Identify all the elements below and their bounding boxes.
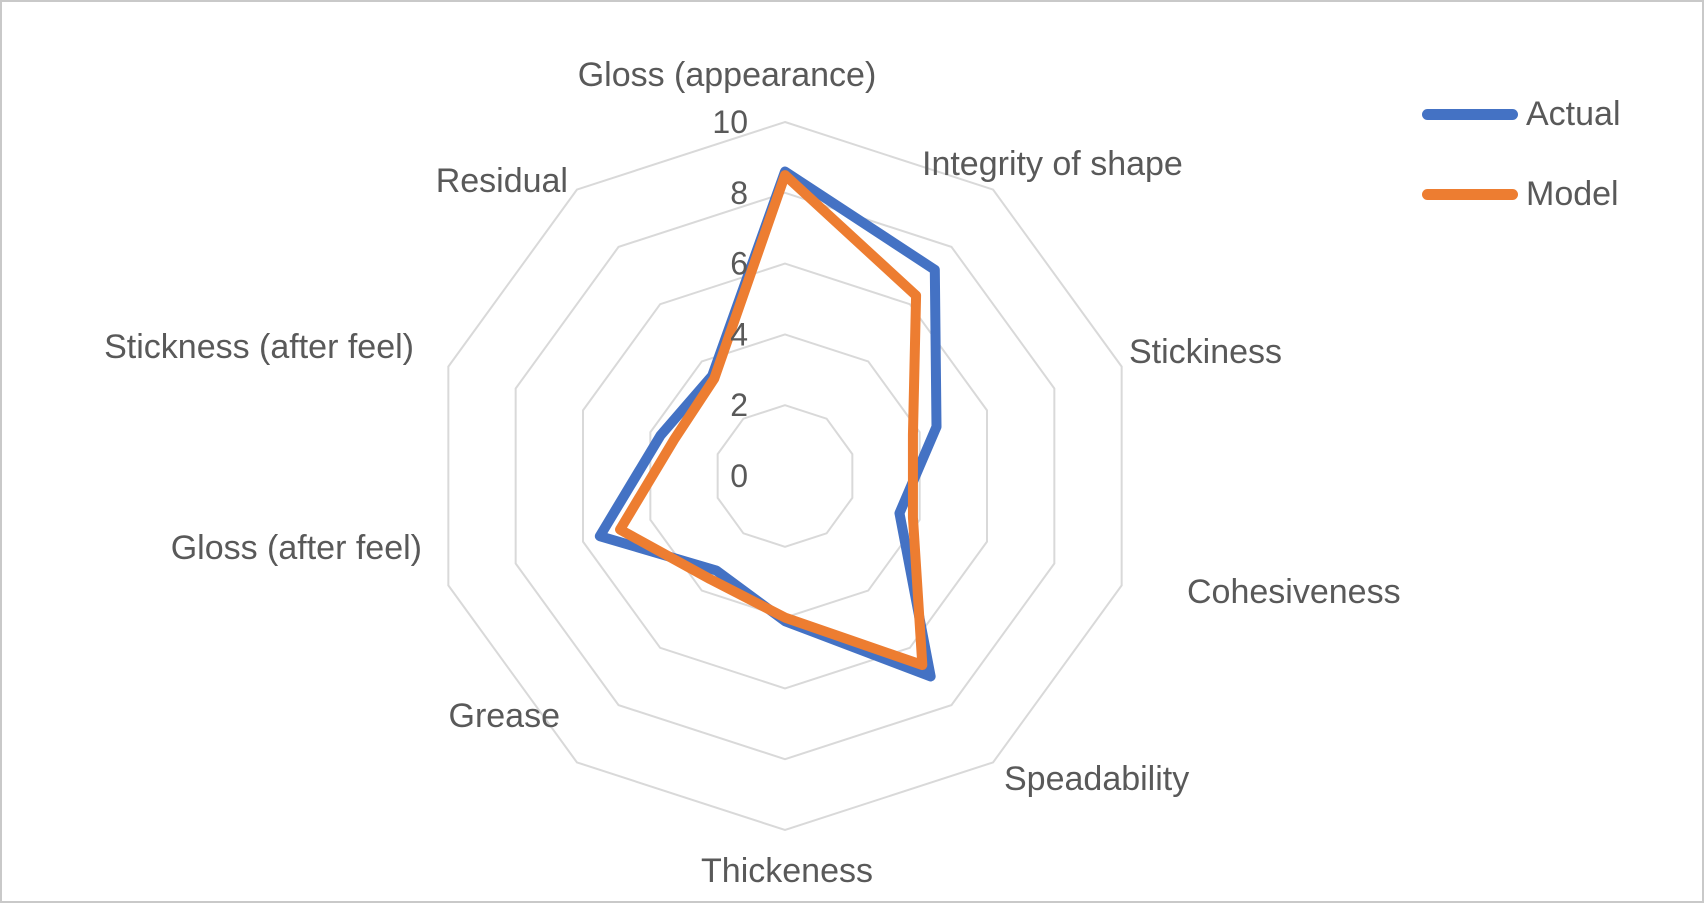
series-polygon-actual <box>594 166 942 682</box>
axis-label-residual: Residual <box>436 162 568 200</box>
legend-item-actual: Actual <box>1422 95 1621 134</box>
tick-label-10: 10 <box>712 104 748 140</box>
axis-label-stickiness: Stickiness <box>1129 333 1282 371</box>
legend-label-model: Model <box>1526 175 1619 213</box>
legend-marker-actual <box>1422 109 1518 120</box>
series-polygon-model <box>615 170 928 671</box>
legend-item-model: Model <box>1422 175 1619 214</box>
axis-label-stickness-after-feel: Stickness (after feel) <box>104 328 414 366</box>
gridline-ring-8 <box>514 191 1056 761</box>
axis-label-integrity-of-shape: Integrity of shape <box>922 145 1183 183</box>
tick-label-0: 0 <box>730 458 748 494</box>
axis-label-speadability: Speadability <box>1004 760 1189 798</box>
gridline-ring-2 <box>716 404 854 548</box>
tick-label-2: 2 <box>730 387 748 423</box>
axis-label-grease: Grease <box>449 697 561 735</box>
axis-label-gloss-after-feel: Gloss (after feel) <box>171 529 422 567</box>
legend-marker-model <box>1422 189 1518 200</box>
gridline-ring-10 <box>447 120 1123 832</box>
gridline-ring-4 <box>649 333 921 619</box>
axis-label-gloss-appearance: Gloss (appearance) <box>578 56 877 94</box>
axis-label-thickeness: Thickeness <box>701 852 873 890</box>
tick-label-8: 8 <box>730 175 748 211</box>
tick-label-4: 4 <box>730 316 748 352</box>
axis-label-cohesiveness: Cohesiveness <box>1187 573 1401 611</box>
legend-label-actual: Actual <box>1526 95 1621 133</box>
gridline-ring-6 <box>581 262 989 690</box>
tick-label-6: 6 <box>730 246 748 282</box>
